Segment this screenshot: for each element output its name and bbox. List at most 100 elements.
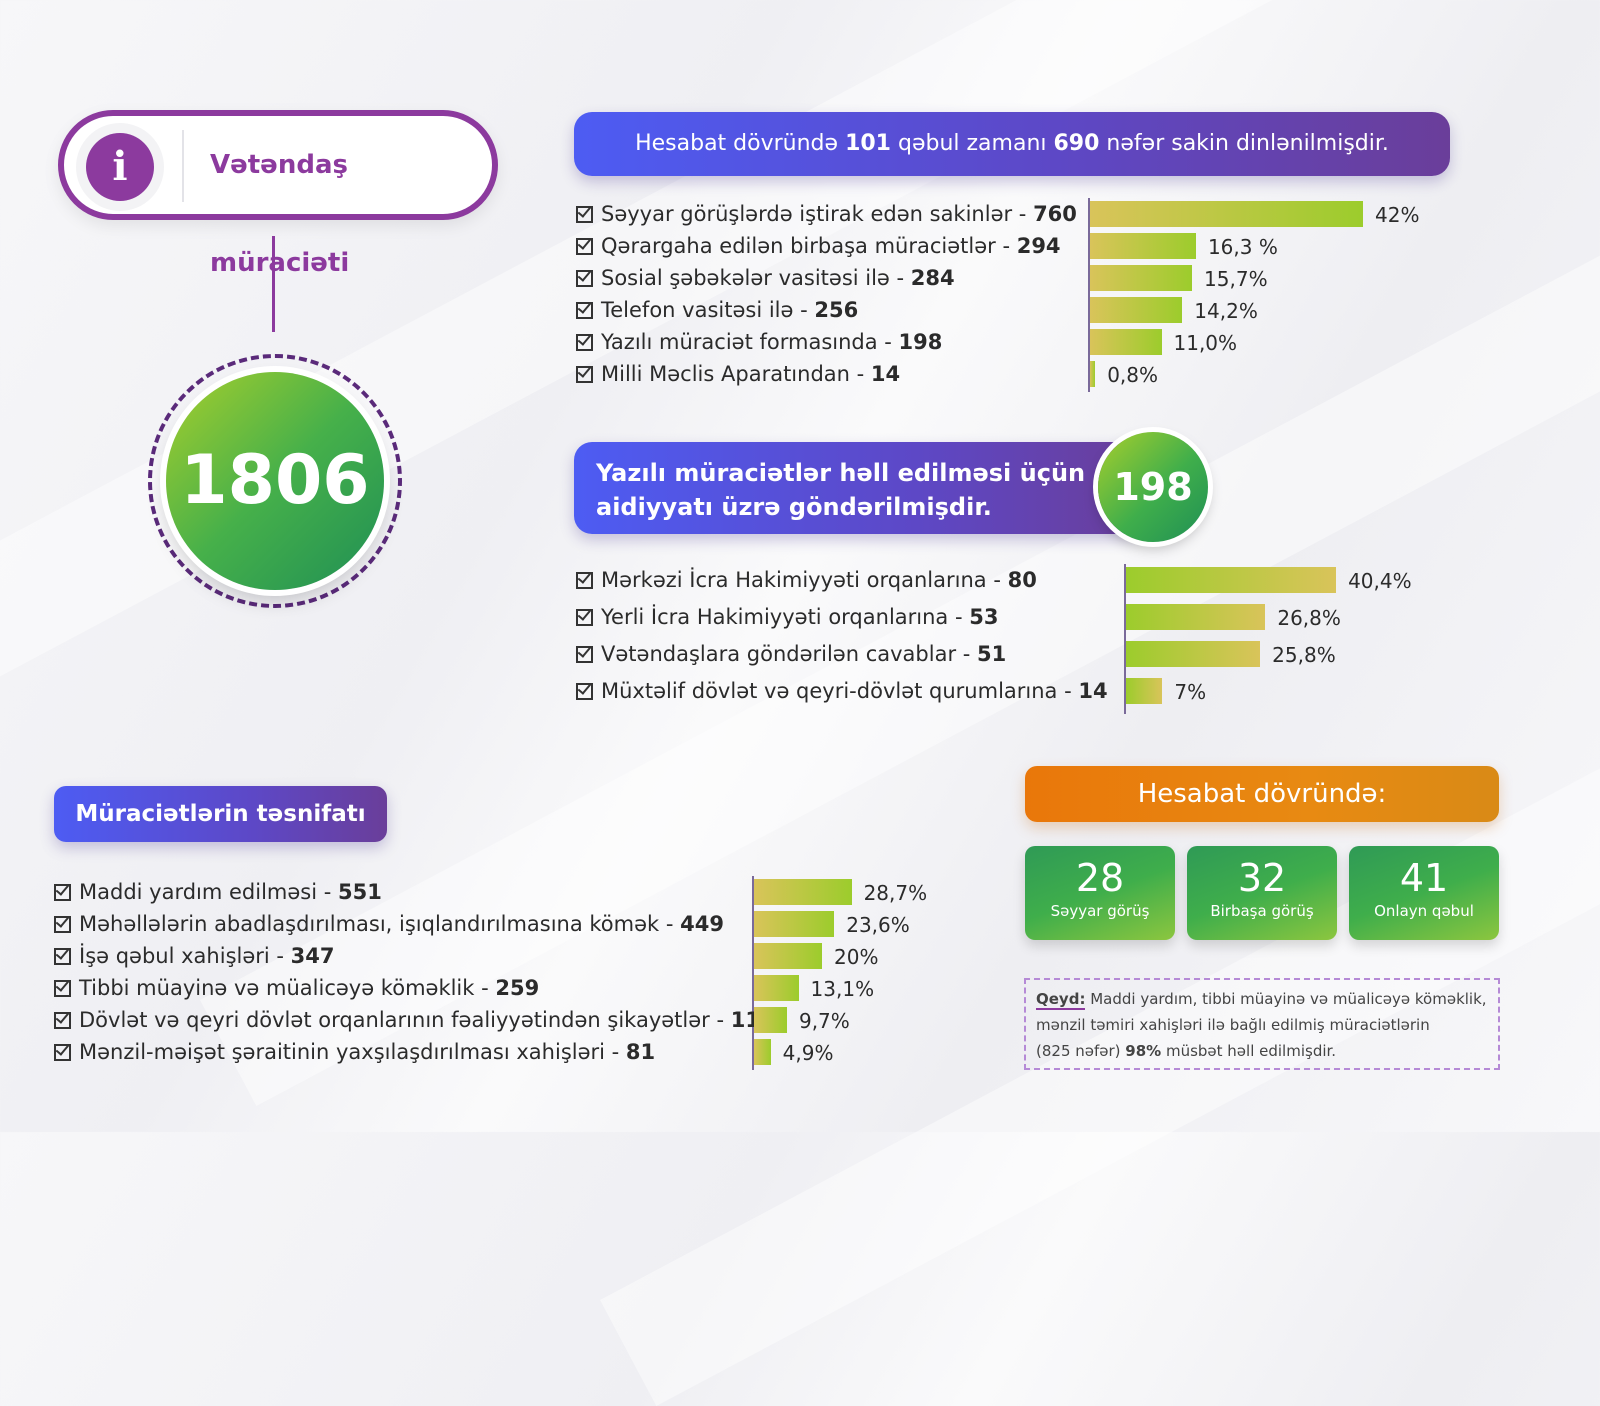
category-count: 551: [338, 880, 382, 904]
bar-percent-label: 0,8%: [1107, 363, 1158, 387]
banner-num: 101: [845, 131, 891, 156]
stat-direct: 32 Birbaşa görüş: [1187, 846, 1337, 940]
chart-sources: Səyyar görüşlərdə iştirak edən sakinlər …: [576, 198, 1436, 392]
category-count: 14: [870, 362, 901, 386]
chart-axis: [1124, 564, 1126, 714]
chart-bar: [1090, 361, 1096, 387]
bar-percent-label: 9,7%: [798, 1009, 850, 1033]
category-count: 51: [977, 642, 1007, 666]
info-icon: i: [86, 133, 154, 201]
checkbox-icon: [576, 302, 593, 319]
note-lead: Qeyd:: [1036, 990, 1086, 1010]
chart-row: Sosial şəbəkələr vasitəsi ilə - 284: [576, 266, 955, 290]
category-label: Maddi yardım edilməsi -: [79, 880, 339, 904]
note-box: Qeyd: Maddi yardım, tibbi müayinə və müa…: [1024, 978, 1500, 1070]
bar-percent-label: 4,9%: [782, 1041, 834, 1065]
stat-number: 41: [1399, 856, 1449, 900]
page-title: Vətəndaş müraciəti: [210, 150, 350, 278]
category-label: Telefon vasitəsi ilə -: [601, 298, 815, 322]
checkbox-icon: [576, 334, 593, 351]
category-count: 80: [1007, 568, 1037, 592]
checkbox-icon: [576, 238, 593, 255]
banner-text: qəbul zamanı: [891, 131, 1054, 156]
bar-percent-label: 7%: [1174, 680, 1207, 704]
banner-period: Hesabat dövründə:: [1025, 766, 1499, 822]
category-label: İşə qəbul xahişləri -: [79, 944, 291, 968]
category-count: 14: [1078, 679, 1108, 703]
banner-text: Yazılı müraciətlər həll edilməsi üçün ai…: [596, 459, 1086, 521]
category-label: Dövlət və qeyri dövlət orqanlarının fəal…: [79, 1008, 731, 1032]
checkbox-icon: [576, 270, 593, 287]
chart-bar: [754, 1039, 771, 1065]
chart-row: Məhəllələrin abadlaşdırılması, işıqlandı…: [54, 912, 724, 936]
stat-number: 32: [1237, 856, 1287, 900]
bar-percent-label: 40,4%: [1348, 569, 1412, 593]
note-text: (825 nəfər): [1036, 1042, 1126, 1060]
stat-number: 28: [1075, 856, 1125, 900]
stat-online: 41 Onlayn qəbul: [1349, 846, 1499, 940]
checkbox-icon: [54, 916, 71, 933]
stat-label: Birbaşa görüş: [1210, 902, 1314, 920]
banner-text: Hesabat dövründə: [635, 131, 846, 156]
checkbox-icon: [576, 683, 593, 700]
category-label: Mənzil-məişət şəraitinin yaxşılaşdırılma…: [79, 1040, 626, 1064]
chart-row: Mənzil-məişət şəraitinin yaxşılaşdırılma…: [54, 1040, 655, 1064]
category-count: 198: [898, 330, 943, 354]
chart-bar: [1090, 329, 1162, 355]
bar-percent-label: 13,1%: [810, 977, 875, 1001]
bar-percent-label: 15,7%: [1204, 267, 1268, 291]
category-label: Səyyar görüşlərdə iştirak edən sakinlər …: [601, 202, 1034, 226]
category-label: Müxtəlif dövlət və qeyri-dövlət qurumlar…: [601, 679, 1079, 703]
category-label: Yazılı müraciət formasında -: [601, 330, 899, 354]
category-count: 449: [680, 912, 724, 936]
chart-bar: [1126, 567, 1337, 593]
note-text: müsbət həll edilmişdir.: [1161, 1042, 1337, 1060]
chart-bar: [1090, 297, 1183, 323]
chart-bar: [754, 1007, 787, 1033]
category-count: 53: [969, 605, 999, 629]
category-label: Yerli İcra Hakimiyyəti orqanlarına -: [601, 605, 970, 629]
connector-line: [272, 236, 275, 332]
stat-label: Səyyar görüş: [1050, 902, 1150, 920]
chart-bar: [754, 975, 799, 1001]
divider: [182, 130, 184, 202]
chart-bar: [1090, 265, 1193, 291]
bar-percent-label: 28,7%: [863, 881, 928, 905]
bar-percent-label: 16,3 %: [1207, 235, 1278, 259]
chart-row: Vətəndaşlara göndərilən cavablar - 51: [576, 642, 1006, 666]
banner-num: 690: [1053, 131, 1100, 156]
chart-bar: [1090, 233, 1196, 259]
total-count: 1806: [166, 372, 384, 590]
bar-percent-label: 23,6%: [846, 913, 910, 937]
category-count: 259: [495, 976, 540, 1000]
chart-bar: [754, 879, 852, 905]
checkbox-icon: [576, 206, 593, 223]
chart-axis: [1088, 198, 1090, 392]
chart-bar: [1126, 641, 1261, 667]
bar-percent-label: 20%: [834, 945, 879, 969]
checkbox-icon: [576, 609, 593, 626]
category-label: Mərkəzi İcra Hakimiyyəti orqanlarına -: [601, 568, 1008, 592]
banner-written: Yazılı müraciətlər həll edilməsi üçün ai…: [574, 442, 1144, 534]
chart-row: Müxtəlif dövlət və qeyri-dövlət qurumlar…: [576, 679, 1108, 703]
checkbox-icon: [576, 646, 593, 663]
dashed-ring: [148, 354, 402, 608]
bar-percent-label: 11,0%: [1173, 331, 1238, 355]
chart-bar: [1126, 604, 1266, 630]
category-label: Vətəndaşlara göndərilən cavablar -: [601, 642, 978, 666]
chart-row: Tibbi müayinə və müalicəyə köməklik - 25…: [54, 976, 539, 1000]
written-count-badge: 198: [1098, 432, 1208, 542]
category-label: Qərargaha edilən birbaşa müraciətlər -: [601, 234, 1017, 258]
header-pill: i Vətəndaş müraciəti: [58, 110, 498, 278]
category-count: 81: [625, 1040, 656, 1064]
chart-row: Maddi yardım edilməsi - 551: [54, 880, 382, 904]
chart-row: Qərargaha edilən birbaşa müraciətlər - 2…: [576, 234, 1061, 258]
category-count: 284: [910, 266, 955, 290]
chart-row: İşə qəbul xahişləri - 347: [54, 944, 335, 968]
chart-row: Mərkəzi İcra Hakimiyyəti orqanlarına - 8…: [576, 568, 1037, 592]
category-label: Tibbi müayinə və müalicəyə köməklik -: [79, 976, 496, 1000]
category-label: Sosial şəbəkələr vasitəsi ilə -: [601, 266, 911, 290]
banner-receptions: Hesabat dövründə 101 qəbul zamanı 690 nə…: [574, 112, 1450, 176]
chart-row: Yazılı müraciət formasında - 198: [576, 330, 942, 354]
note-text: mənzil təmiri xahişləri ilə bağlı edilmi…: [1036, 1016, 1430, 1034]
